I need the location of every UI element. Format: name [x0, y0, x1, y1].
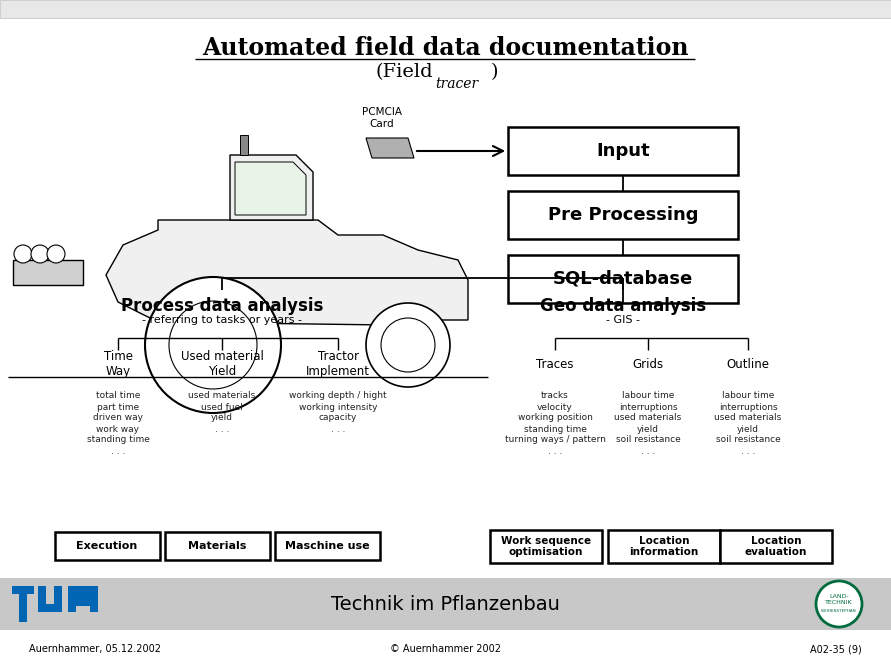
Polygon shape — [230, 155, 313, 220]
Text: soil resistance: soil resistance — [715, 436, 781, 444]
Circle shape — [816, 581, 862, 627]
Bar — [75, 592, 91, 606]
Text: © Auernhammer 2002: © Auernhammer 2002 — [390, 644, 501, 654]
Bar — [54, 586, 62, 612]
Bar — [508, 191, 738, 239]
Bar — [240, 135, 248, 155]
Bar — [490, 530, 602, 563]
Text: Pre Processing: Pre Processing — [548, 206, 699, 224]
Text: Automated field data documentation: Automated field data documentation — [202, 36, 689, 60]
Text: Tractor
Implement: Tractor Implement — [306, 350, 370, 378]
Bar — [0, 0, 891, 18]
Text: standing time: standing time — [86, 436, 150, 444]
Text: velocity: velocity — [537, 403, 573, 411]
Text: total time: total time — [96, 391, 140, 401]
Text: yield: yield — [637, 424, 659, 434]
Text: used materials: used materials — [715, 413, 781, 422]
Text: working position: working position — [518, 413, 593, 422]
Bar — [165, 532, 270, 560]
Circle shape — [31, 245, 49, 263]
Text: tracer: tracer — [436, 77, 478, 91]
Text: WEIHENSTEPHAN: WEIHENSTEPHAN — [822, 609, 857, 613]
Circle shape — [145, 277, 281, 413]
Text: . . .: . . . — [548, 446, 562, 456]
Text: labour time: labour time — [722, 391, 774, 401]
Circle shape — [381, 318, 435, 372]
Text: Execution: Execution — [77, 541, 137, 551]
Text: soil resistance: soil resistance — [616, 436, 681, 444]
Circle shape — [47, 245, 65, 263]
Polygon shape — [235, 162, 306, 215]
Bar — [38, 604, 62, 612]
Text: Geo data analysis: Geo data analysis — [540, 297, 706, 315]
Text: interruptions: interruptions — [618, 403, 677, 411]
Text: Input: Input — [596, 142, 650, 160]
Text: ): ) — [491, 63, 498, 81]
Text: Materials: Materials — [188, 541, 246, 551]
Text: Technik im Pflanzenbau: Technik im Pflanzenbau — [331, 595, 560, 613]
Circle shape — [14, 245, 32, 263]
Text: working intensity: working intensity — [298, 403, 377, 411]
Text: interruptions: interruptions — [719, 403, 777, 411]
Text: A02-35 (9): A02-35 (9) — [810, 644, 862, 654]
Text: yield: yield — [737, 424, 759, 434]
Bar — [38, 586, 46, 612]
Text: labour time: labour time — [622, 391, 674, 401]
Bar — [68, 586, 76, 612]
Text: working depth / hight: working depth / hight — [290, 391, 387, 401]
Text: driven way: driven way — [93, 413, 143, 422]
Polygon shape — [106, 220, 468, 325]
Text: Time
Way: Time Way — [103, 350, 133, 378]
Text: Used material
Yield: Used material Yield — [181, 350, 264, 378]
Text: used fuel: used fuel — [201, 403, 243, 411]
Text: TECHNIK: TECHNIK — [825, 601, 853, 605]
Text: . . .: . . . — [331, 424, 345, 434]
Text: Traces: Traces — [536, 357, 574, 371]
Text: Work sequence
optimisation: Work sequence optimisation — [501, 536, 591, 557]
Text: (Field: (Field — [376, 63, 434, 81]
Bar — [0, 630, 891, 668]
Bar — [90, 586, 98, 612]
Polygon shape — [366, 138, 414, 158]
Bar — [275, 532, 380, 560]
Text: Location
evaluation: Location evaluation — [745, 536, 807, 557]
Bar — [508, 255, 738, 303]
Bar — [12, 586, 34, 594]
Bar — [720, 530, 832, 563]
Text: Process data analysis: Process data analysis — [121, 297, 323, 315]
Circle shape — [169, 301, 257, 389]
Text: . . .: . . . — [641, 446, 655, 456]
Text: . . .: . . . — [110, 446, 126, 456]
Text: yield: yield — [211, 413, 233, 422]
Text: tracks: tracks — [541, 391, 568, 401]
Text: . . .: . . . — [215, 424, 229, 434]
Text: turning ways / pattern: turning ways / pattern — [504, 436, 606, 444]
Text: Outline: Outline — [726, 357, 770, 371]
Text: SQL-database: SQL-database — [553, 270, 693, 288]
Polygon shape — [13, 260, 83, 285]
Bar — [0, 578, 891, 630]
Text: standing time: standing time — [524, 424, 586, 434]
Text: LAND-: LAND- — [830, 593, 849, 599]
Bar — [508, 127, 738, 175]
Text: used materials: used materials — [615, 413, 682, 422]
Text: Location
information: Location information — [629, 536, 699, 557]
Text: - referring to tasks or years -: - referring to tasks or years - — [142, 315, 302, 325]
Text: . . .: . . . — [740, 446, 756, 456]
Text: PCMCIA
Card: PCMCIA Card — [362, 107, 402, 129]
Text: part time: part time — [97, 403, 139, 411]
Text: Maschine use: Maschine use — [285, 541, 369, 551]
Bar — [68, 586, 98, 594]
Text: Auernhammer, 05.12.2002: Auernhammer, 05.12.2002 — [29, 644, 161, 654]
Text: - GIS -: - GIS - — [606, 315, 640, 325]
Text: Grids: Grids — [633, 357, 664, 371]
Text: work way: work way — [96, 424, 140, 434]
Bar — [608, 530, 720, 563]
Text: capacity: capacity — [319, 413, 357, 422]
Bar — [19, 586, 27, 622]
Text: used materials: used materials — [188, 391, 256, 401]
Circle shape — [366, 303, 450, 387]
Bar — [55, 532, 160, 560]
